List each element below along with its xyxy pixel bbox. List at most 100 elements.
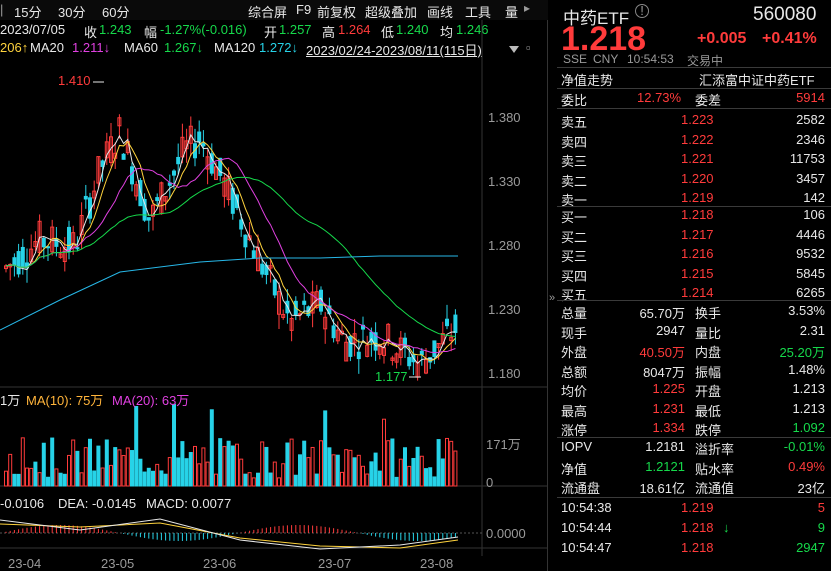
period-15min[interactable]: 15分 — [14, 5, 42, 20]
candle-body — [436, 342, 441, 349]
weicha-label: 委差 — [695, 93, 722, 108]
date-tick-5: 23-08 — [420, 556, 454, 571]
weibi-label: 委比 — [561, 93, 588, 108]
stat-label: 开盘 — [695, 384, 722, 399]
iopv-value: 23亿 — [797, 481, 825, 496]
volume-bar — [331, 454, 336, 487]
price-tick-4: 1.230 — [488, 302, 521, 317]
stat-value: 40.50万 — [639, 345, 685, 360]
menu-volume[interactable]: 量 — [505, 5, 519, 20]
last-price: 1.218 — [561, 20, 647, 58]
ask-price: 1.223 — [681, 112, 714, 127]
stat-value: 1.213 — [792, 381, 825, 396]
candle-body — [214, 166, 218, 180]
volume-bar — [41, 442, 46, 487]
macd-axis-zero: 0.0000 — [486, 526, 526, 541]
volume-bar — [411, 457, 416, 487]
volume-bar — [453, 450, 458, 487]
volume-bar — [8, 453, 13, 487]
candle-body — [117, 117, 122, 127]
ask-row: 卖三 1.221 11753 — [557, 149, 831, 169]
volume-bar — [361, 465, 365, 487]
volume-bar — [180, 441, 185, 487]
ma10-line — [5, 140, 456, 362]
stats-row: 总额 8047万 振幅 1.48% — [557, 360, 831, 380]
stat-value: 8047万 — [643, 364, 685, 380]
range-dropdown-icon[interactable] — [509, 46, 519, 53]
stat-label: 量比 — [695, 325, 722, 341]
volume-bar — [176, 457, 181, 487]
menu-tools[interactable]: 工具 — [465, 5, 492, 20]
bid-volume: 9532 — [796, 246, 825, 261]
period-30min[interactable]: 30分 — [58, 5, 86, 20]
volume-bar — [285, 442, 290, 487]
date-range[interactable]: 2023/02/24-2023/08/11(115日) — [306, 43, 482, 58]
ohlc-date: 2023/07/05 — [0, 22, 66, 37]
volume-bar — [104, 439, 109, 487]
candle-body — [146, 217, 151, 221]
toolbar-scroll-icon[interactable]: ▸ — [524, 1, 531, 15]
candle-body — [239, 219, 244, 230]
candle-body — [121, 153, 126, 160]
fund-row: 净值走势 汇添富中证中药ETF — [557, 68, 831, 88]
volume-bar — [314, 473, 319, 487]
stat-value: 1.225 — [652, 381, 685, 396]
volume-bar — [167, 457, 172, 487]
tick-time: 10:54:38 — [561, 500, 612, 515]
stat-label: 涨停 — [561, 423, 588, 438]
chart-canvas[interactable] — [0, 0, 548, 571]
volume-bar — [58, 472, 63, 487]
volume-bar — [268, 472, 273, 487]
collapse-panel-icon[interactable]: » — [549, 292, 556, 304]
menu-f9[interactable]: F9 — [296, 2, 312, 17]
info-icon[interactable]: ! — [635, 4, 649, 18]
candle-body — [272, 279, 277, 296]
volume-bar — [159, 470, 164, 487]
candle-body — [67, 226, 71, 253]
kline-chart-area[interactable]: | 15分 30分 60分 综合屏 F9 前复权 超级叠加 画线 工具 量 ▸ … — [0, 0, 548, 571]
period-60min[interactable]: 60分 — [102, 5, 130, 20]
volume-bar — [172, 403, 176, 487]
date-tick-2: 23-05 — [101, 556, 135, 571]
menu-draw[interactable]: 画线 — [427, 5, 454, 20]
menu-overlay[interactable]: 超级叠加 — [365, 5, 418, 20]
candle-body — [289, 317, 294, 331]
security-name: 中药ETF — [563, 9, 630, 28]
candle-body — [302, 300, 307, 305]
bid-row: 买一 1.218 106 — [557, 205, 831, 225]
ask-row: 卖二 1.220 3457 — [557, 169, 831, 189]
nav-trend-link[interactable]: 净值走势 — [561, 73, 614, 88]
volume-bar — [348, 449, 353, 487]
range-expand-icon[interactable]: ▫ — [526, 40, 531, 55]
volume-bar — [151, 470, 155, 487]
ask-label: 卖一 — [561, 193, 588, 208]
candle-body — [352, 333, 357, 344]
volume-bar — [436, 439, 441, 487]
toolbar-prefix: | — [0, 2, 4, 17]
stat-value: 2.31 — [799, 322, 825, 338]
menu-adjust[interactable]: 前复权 — [317, 5, 357, 20]
iopv-value: 1.2121 — [645, 458, 685, 474]
candle-body — [134, 184, 139, 197]
bid-row: 买二 1.217 4446 — [557, 225, 831, 245]
ask-row: 卖四 1.222 2346 — [557, 130, 831, 150]
volume-bar — [277, 477, 281, 487]
tick-row: 10:54:44 1.218 ↓ 9 — [557, 518, 831, 538]
volume-bar — [100, 467, 105, 487]
stats-row: 均价 1.225 开盘 1.213 — [557, 379, 831, 399]
candle-body — [243, 234, 248, 248]
candle-body — [138, 180, 143, 207]
volume-bar — [96, 445, 101, 487]
stat-label: 总额 — [561, 364, 588, 380]
iopv-label: 溢折率 — [695, 442, 735, 457]
volume-bar — [256, 472, 260, 487]
volume-bar — [369, 461, 374, 487]
stat-label: 总量 — [561, 306, 588, 321]
stat-label: 振幅 — [695, 364, 722, 380]
candle-body — [176, 156, 181, 165]
iopv-label: 流通值 — [695, 481, 735, 496]
tick-row: 10:54:47 1.218 2947 — [557, 538, 831, 558]
menu-composite[interactable]: 综合屏 — [248, 5, 288, 20]
volume-bar — [344, 449, 349, 487]
